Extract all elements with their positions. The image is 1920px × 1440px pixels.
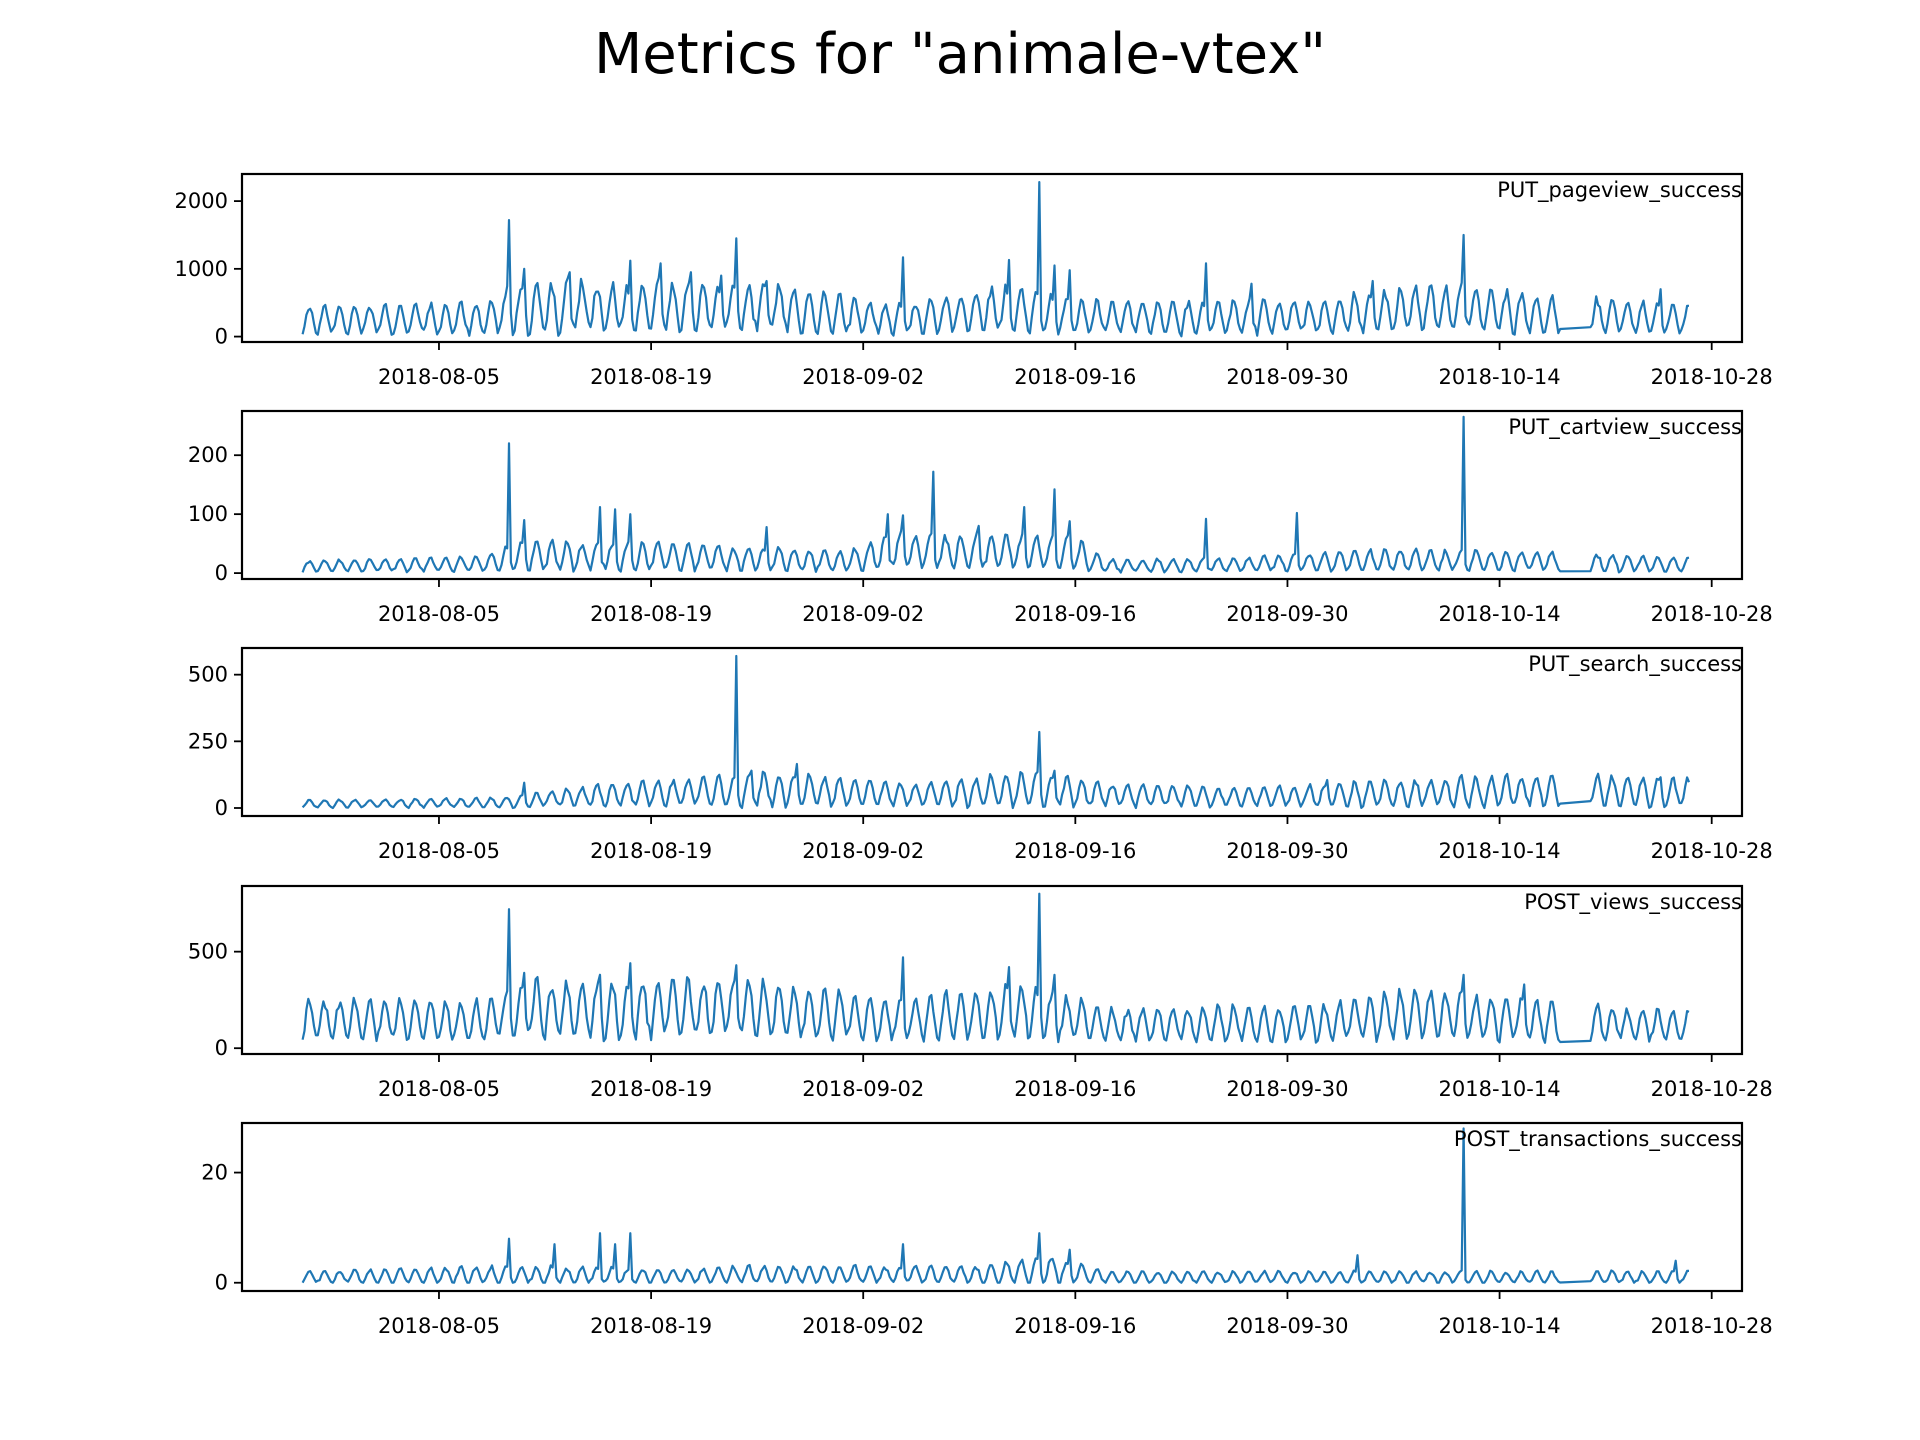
y-tick-label: 0 — [215, 561, 228, 585]
subplot-2: 0 100 200 2018-08-05 2018-08-19 2018-09-02 201… — [188, 409, 1773, 626]
x-tick-label: 2018-10-14 — [1439, 839, 1561, 863]
y-tick-label: 0 — [215, 1271, 228, 1295]
x-tick-label: 2018-08-19 — [590, 1314, 712, 1338]
y-tick-label: 100 — [188, 502, 228, 526]
axes-frame — [240, 884, 1744, 1056]
subplot-5: 0 20 2018-08-05 2018-08-19 2018-09-02 2018-09… — [201, 1121, 1773, 1338]
series-line — [301, 415, 1690, 574]
x-tick-label: 2018-09-02 — [802, 365, 924, 389]
y-tick-label: 500 — [188, 940, 228, 964]
y-tick-label: 0 — [215, 1036, 228, 1060]
series-line — [301, 892, 1690, 1044]
axes-frame — [240, 172, 1744, 344]
x-tick-label: 2018-08-19 — [590, 1077, 712, 1101]
axes-frame — [240, 409, 1744, 581]
axes-frame — [240, 646, 1744, 818]
x-tick-label: 2018-08-05 — [378, 365, 500, 389]
x-tick-label: 2018-09-30 — [1226, 839, 1348, 863]
x-tick-label: 2018-08-19 — [590, 602, 712, 626]
y-tick-label: 2000 — [175, 189, 228, 213]
x-tick-label: 2018-10-28 — [1651, 365, 1773, 389]
x-tick-label: 2018-08-19 — [590, 365, 712, 389]
y-tick-label: 200 — [188, 443, 228, 467]
x-tick-label: 2018-08-05 — [378, 1077, 500, 1101]
figure-title: Metrics for "animale-vtex" — [593, 22, 1327, 87]
x-tick-label: 2018-10-14 — [1439, 602, 1561, 626]
x-tick-label: 2018-09-02 — [802, 1077, 924, 1101]
x-tick-label: 2018-09-30 — [1226, 1314, 1348, 1338]
x-tick-label: 2018-08-05 — [378, 839, 500, 863]
subplot-3: 0 250 500 2018-08-05 2018-08-19 2018-09-02 201… — [188, 646, 1773, 863]
subplot-title: POST_views_success — [1524, 890, 1742, 915]
x-tick-label: 2018-10-28 — [1651, 1077, 1773, 1101]
x-tick-label: 2018-09-16 — [1014, 365, 1136, 389]
y-tick-label: 1000 — [175, 257, 228, 281]
subplot-title: PUT_pageview_success — [1497, 178, 1742, 203]
y-tick-label: 500 — [188, 663, 228, 687]
x-tick-label: 2018-09-16 — [1014, 839, 1136, 863]
subplot-1: 0 1000 2000 2018-08-05 2018-08-19 2018-09-02 2… — [175, 172, 1773, 389]
subplot-title: PUT_cartview_success — [1508, 415, 1742, 440]
series-line — [301, 654, 1691, 810]
x-tick-label: 2018-09-30 — [1226, 365, 1348, 389]
x-tick-label: 2018-10-14 — [1439, 365, 1561, 389]
y-tick-label: 0 — [215, 796, 228, 820]
y-tick-label: 20 — [201, 1161, 228, 1185]
x-tick-label: 2018-10-14 — [1439, 1314, 1561, 1338]
x-tick-label: 2018-08-19 — [590, 839, 712, 863]
x-tick-label: 2018-09-30 — [1226, 602, 1348, 626]
x-tick-label: 2018-10-28 — [1651, 839, 1773, 863]
y-tick-label: 250 — [188, 729, 228, 753]
axes-frame — [240, 1121, 1744, 1293]
x-tick-label: 2018-10-28 — [1651, 602, 1773, 626]
x-tick-label: 2018-09-16 — [1014, 602, 1136, 626]
x-tick-label: 2018-10-28 — [1651, 1314, 1773, 1338]
series-line — [301, 1127, 1689, 1284]
x-tick-label: 2018-09-16 — [1014, 1314, 1136, 1338]
x-tick-label: 2018-09-02 — [802, 602, 924, 626]
x-tick-label: 2018-08-05 — [378, 602, 500, 626]
x-tick-label: 2018-09-02 — [802, 839, 924, 863]
x-tick-label: 2018-08-05 — [378, 1314, 500, 1338]
subplot-4: 0 500 2018-08-05 2018-08-19 2018-09-02 2018-0… — [188, 884, 1773, 1101]
x-tick-label: 2018-09-02 — [802, 1314, 924, 1338]
subplot-title: PUT_search_success — [1528, 652, 1742, 677]
series-line — [301, 181, 1689, 338]
x-tick-label: 2018-09-30 — [1226, 1077, 1348, 1101]
y-tick-label: 0 — [215, 325, 228, 349]
x-tick-label: 2018-09-16 — [1014, 1077, 1136, 1101]
x-tick-label: 2018-10-14 — [1439, 1077, 1561, 1101]
subplot-title: POST_transactions_success — [1454, 1127, 1742, 1152]
